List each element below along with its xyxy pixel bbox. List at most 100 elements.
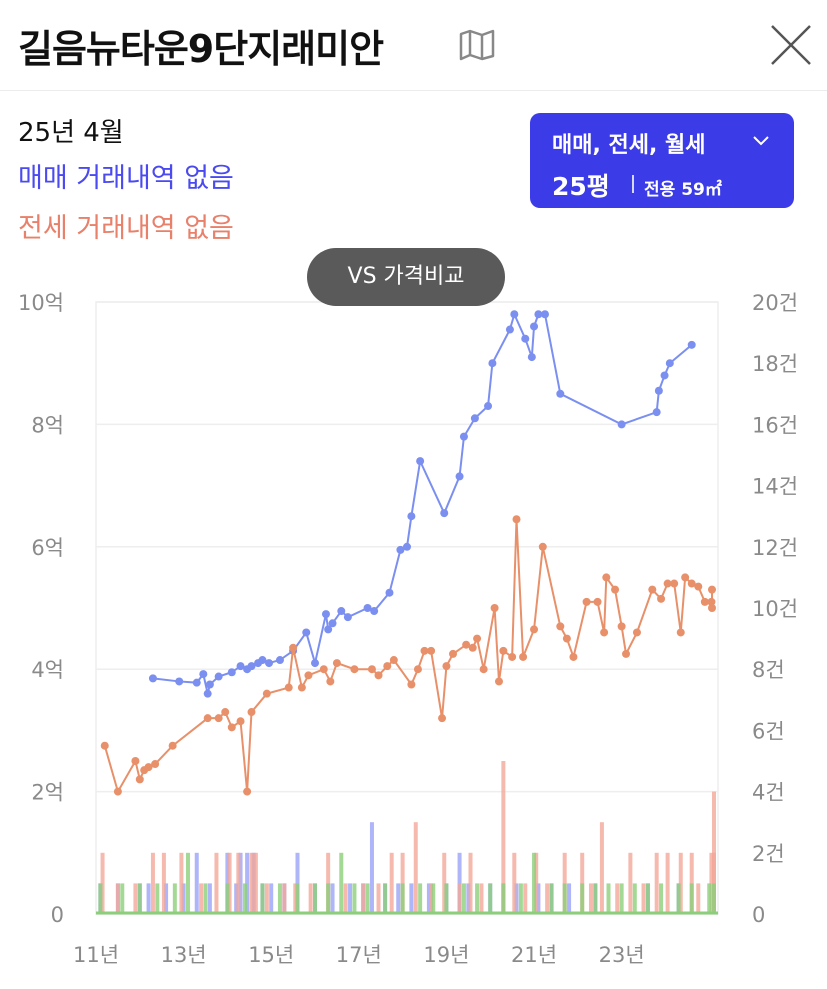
sale-status: 매매 거래내역 없음 — [18, 163, 234, 194]
jeonse-point — [468, 643, 477, 652]
sale_volume-bar — [194, 852, 199, 914]
jeonse-point — [374, 671, 383, 680]
sale-point — [258, 656, 267, 665]
jeonse_volume-bar — [361, 883, 366, 914]
jeonse-point — [236, 717, 245, 726]
transaction-filter-button[interactable]: 매매, 전세, 월세 25평 전용 59㎡ — [530, 113, 794, 208]
jeonse-point — [479, 665, 488, 674]
sale-point — [617, 420, 626, 429]
jeonse-point — [383, 662, 392, 671]
monthly_volume-bar — [593, 883, 598, 914]
jeonse-point — [100, 741, 109, 750]
monthly_volume-bar — [712, 883, 716, 914]
monthly_volume-bar — [549, 883, 554, 914]
monthly_volume-bar — [400, 883, 405, 914]
jeonse-point — [367, 665, 376, 674]
jeonse-point — [593, 597, 602, 606]
close-icon — [771, 25, 811, 65]
chevron-down-icon — [752, 131, 770, 152]
jeonse-point — [131, 757, 140, 765]
sale-point — [385, 588, 394, 597]
y-right-tick-label: 14건 — [752, 475, 798, 499]
monthly_volume-bar — [707, 883, 712, 914]
divider — [632, 175, 634, 193]
jeonse_volume-bar — [413, 822, 418, 914]
jeonse_volume-bar — [457, 883, 462, 914]
jeonse-point — [676, 628, 685, 637]
jeonse-point — [530, 625, 539, 634]
jeonse-point — [221, 708, 230, 717]
monthly_volume-bar — [501, 883, 506, 914]
jeonse_volume-bar — [641, 883, 646, 914]
jeonse-point — [243, 787, 252, 796]
jeonse-point — [289, 643, 298, 652]
jeonse-point — [648, 585, 657, 594]
monthly_volume-bar — [277, 883, 282, 914]
monthly_volume-bar — [418, 883, 423, 914]
price-chart[interactable]: 0 2억 4억 6억 8억 10억 0 2건 4건 6건 8건 10건 12건 14건 16건 18건 20건 1… — [0, 280, 827, 989]
y-right-tick-label: 6건 — [752, 719, 785, 743]
y-right-tick-label: 10건 — [752, 597, 798, 621]
sale-point — [440, 509, 449, 518]
jeonse-point — [214, 714, 223, 723]
jeonse_volume-bar — [479, 883, 484, 914]
sale-point — [236, 662, 245, 671]
jeonse_volume-bar — [308, 883, 313, 914]
jeonse-point — [420, 646, 429, 655]
y-right-tick-label: 0 — [752, 903, 765, 927]
sale-point — [324, 625, 333, 634]
monthly_volume-bar — [185, 852, 190, 914]
jeonse-point — [442, 662, 451, 671]
monthly_volume-bar — [532, 852, 537, 914]
jeonse-point — [135, 775, 144, 784]
price-compare-button[interactable]: VS 가격비교 — [307, 248, 505, 306]
jeonse-point — [297, 683, 306, 692]
jeonse_volume-bar — [343, 883, 348, 914]
jeonse_volume-bar — [628, 852, 633, 914]
monthly_volume-bar — [431, 883, 436, 914]
sale_volume-bar — [181, 883, 186, 914]
map-icon[interactable] — [458, 28, 496, 62]
sale-point — [247, 662, 256, 671]
jeonse_volume-bar — [253, 852, 258, 914]
close-button[interactable] — [768, 22, 814, 68]
transaction-info: 25년 4월 매매 거래내역 없음 전세 거래내역 없음 — [18, 112, 234, 254]
jeonse-point — [284, 683, 293, 692]
x-tick-label: 11년 — [73, 943, 119, 967]
sale-point — [275, 656, 284, 665]
y-right-tick-label: 2건 — [752, 842, 785, 866]
monthly_volume-bar — [203, 883, 208, 914]
jeonse-point — [700, 597, 709, 606]
jeonse-point — [569, 652, 578, 661]
jeonse_volume-bar — [249, 852, 254, 914]
jeonse_volume-bar — [696, 883, 701, 914]
jeonse_volume-bar — [133, 883, 138, 914]
jeonse_volume-bar — [179, 852, 184, 914]
monthly_volume-bar — [339, 852, 344, 914]
jeonse-point — [473, 634, 482, 643]
sale-line — [152, 311, 693, 694]
jeonse-point — [687, 579, 696, 588]
sale-point — [534, 310, 543, 319]
jeonse-point — [602, 573, 611, 582]
filter-pyeong: 25평 — [552, 172, 610, 201]
jeonse_volume-bar — [588, 883, 593, 914]
sale-point — [148, 674, 157, 683]
chart-grid — [95, 301, 719, 915]
sale-point — [302, 628, 311, 637]
volume-bars — [96, 761, 718, 915]
sale-point — [488, 359, 497, 368]
sale-point — [660, 371, 669, 380]
filter-types: 매매, 전세, 월세 — [552, 133, 706, 158]
monthly_volume-bar — [580, 883, 585, 914]
x-tick-label: 13년 — [161, 943, 207, 967]
jeonse-point — [600, 628, 609, 637]
sale_volume-bar — [369, 822, 374, 914]
jeonse_volume-bar — [264, 883, 269, 914]
y-left-tick-label: 6억 — [31, 536, 64, 560]
jeonse-status: 전세 거래내역 없음 — [18, 213, 234, 244]
sale_volume-bar — [426, 883, 431, 914]
sale-point — [370, 607, 379, 616]
jeonse-point — [538, 542, 547, 551]
monthly_volume-bar — [475, 883, 480, 914]
